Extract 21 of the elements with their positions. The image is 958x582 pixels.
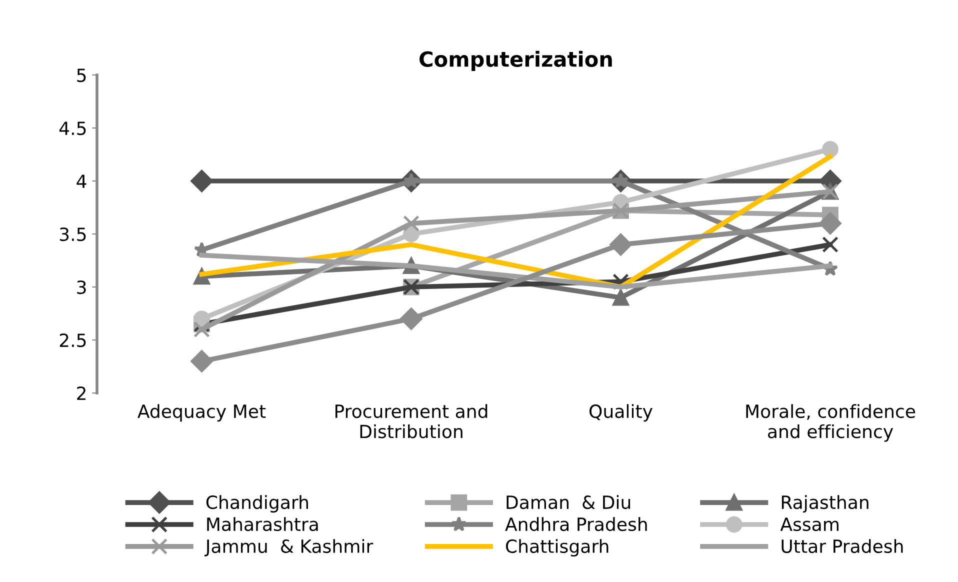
y-tick-label: 4.5	[59, 122, 86, 136]
legend-label: Maharashtra	[207, 517, 318, 532]
chart-title: Computerization	[420, 50, 612, 71]
y-tick-label: 2.5	[60, 333, 86, 348]
y-tick-label: 3	[77, 280, 86, 294]
legend-label: Daman & Diu	[506, 495, 630, 510]
y-tick-label: 3.5	[60, 227, 86, 242]
x-tick-label: Morale, confidence and efficiency	[746, 404, 916, 442]
legend-label: Jammu & Kashmir	[204, 539, 374, 556]
legend-label: Assam	[780, 518, 838, 532]
legend-label: Chattisgarh	[506, 539, 608, 557]
legend-label: Uttar Pradesh	[782, 539, 903, 554]
legend-label: Andhra Pradesh	[505, 517, 647, 532]
x-tick-label: Procurement and Distribution	[335, 404, 488, 438]
legend-label: Rajasthan	[782, 495, 868, 513]
y-tick-label: 4	[76, 174, 86, 188]
x-tick-label: Quality	[590, 404, 652, 422]
y-tick-label: 5	[77, 68, 86, 82]
x-tick-label: Adequacy Met	[138, 404, 266, 422]
y-tick-label: 2	[77, 386, 86, 400]
legend-label: Chandigarh	[206, 495, 308, 513]
